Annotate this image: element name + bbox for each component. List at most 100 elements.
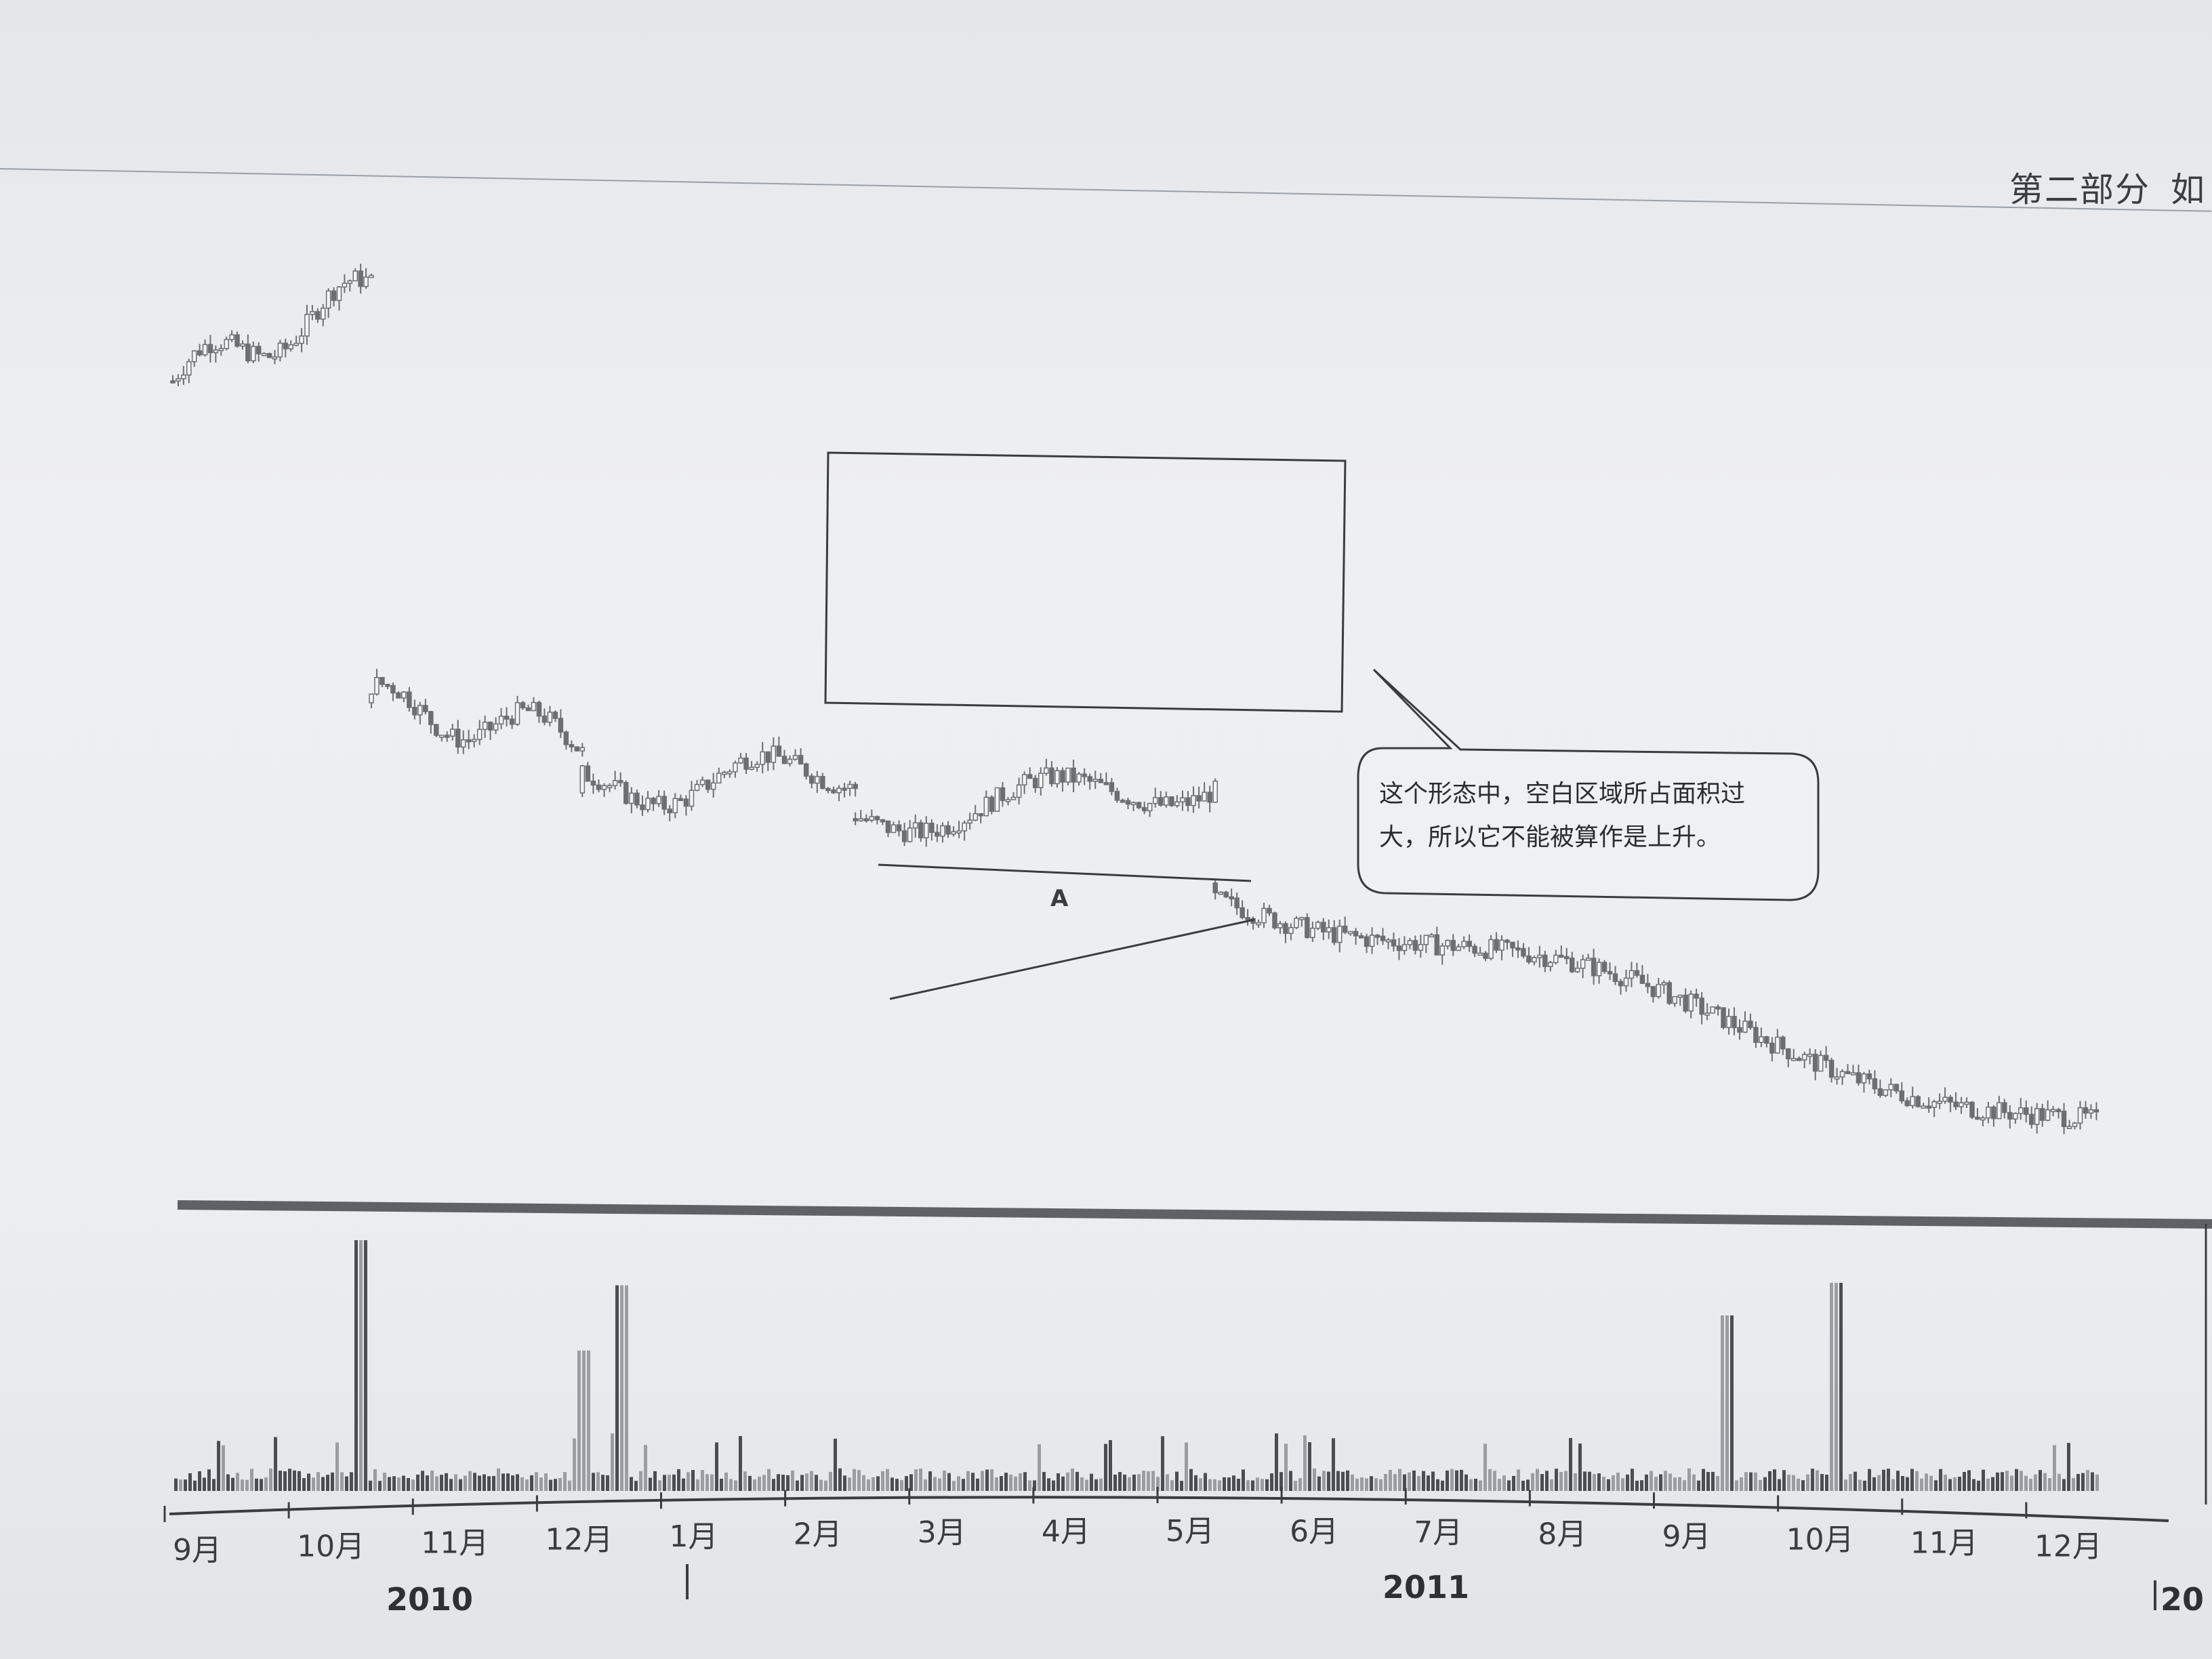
candle-body [197,350,203,356]
volume-bar [1403,1474,1406,1491]
volume-bar [411,1479,415,1491]
candle-body [1196,795,1202,802]
candle-body [1283,923,1288,935]
volume-bar [1204,1473,1207,1491]
volume-bar [1393,1474,1397,1491]
candle-body [579,765,586,794]
candle-body [853,783,858,790]
volume-bar [743,1471,747,1491]
candle-body [1169,796,1174,806]
candle-body [1136,802,1142,808]
volume-bar [1887,1469,1890,1491]
volume-bar [397,1477,401,1491]
candle-body [1780,1036,1786,1050]
candle-body [1921,1105,1926,1109]
candle-body [181,374,186,380]
candle-body [1672,996,1678,1004]
volume-bar [2039,1470,2042,1491]
volume-bar [1374,1478,1378,1491]
volume-bar [1099,1478,1103,1491]
candle-body [935,832,940,837]
volume-bar [1868,1469,1871,1491]
volume-bar [720,1478,723,1491]
volume-bar [312,1477,315,1491]
candle-body [2055,1109,2062,1113]
volume-bar [1616,1472,1620,1491]
candle-body [1548,962,1553,967]
volume-bar [947,1473,951,1491]
volume-bar [596,1472,600,1491]
volume-bar [1934,1480,1938,1491]
volume-bar [1583,1471,1586,1491]
volume-bar [1156,1477,1160,1491]
candle-body [776,745,782,757]
candle-body [1677,994,1683,998]
candle-body [407,691,412,708]
candle-body [1005,799,1011,802]
volume-bar [1830,1282,1833,1491]
volume-bar [900,1479,903,1491]
volume-bar [563,1472,567,1491]
volume-bar [1692,1474,1696,1491]
candle-body [596,784,602,790]
volume-bar [326,1475,329,1491]
highlight-box [824,451,1347,713]
candle-body [1299,917,1305,920]
volume-bar [1422,1471,1425,1491]
volume-bar [1218,1480,1221,1491]
candle-body [1969,1101,1975,1118]
volume-bar [2020,1471,2023,1491]
candle-body [304,314,310,337]
volume-bar [354,1240,358,1491]
candle-body [994,787,1000,812]
volume-bar [995,1477,998,1491]
volume-bar [1275,1433,1278,1491]
volume-bar [672,1474,676,1491]
candle-body [1336,925,1343,943]
volume-bar [2086,1470,2089,1491]
candle-body [1839,1071,1845,1078]
volume-bar [611,1433,614,1491]
volume-bar [1232,1475,1235,1491]
volume-bar [957,1476,960,1491]
volume-bar [1920,1478,1923,1491]
candle-body [765,751,771,763]
volume-bar [511,1475,514,1491]
volume-bar [1526,1479,1530,1491]
volume-bar [1398,1469,1401,1491]
candle-body [1277,923,1283,928]
candle-body [445,735,450,738]
candle-body [1152,797,1158,804]
volume-bar [1336,1471,1340,1491]
candle-body [218,348,224,352]
volume-bar [1227,1477,1231,1491]
volume-bar [824,1480,827,1491]
candle-body [722,771,727,775]
volume-bar [226,1474,230,1491]
candle-body [1071,767,1076,783]
header-trailing: 如 [2171,170,2206,209]
volume-bar [269,1468,272,1491]
candle-body [1461,941,1467,947]
volume-bar [1389,1469,1392,1491]
month-label: 5月 [1166,1514,1214,1549]
volume-bar [1507,1480,1511,1491]
triangle-lower-line [889,918,1255,1000]
volume-bar [1820,1474,1824,1491]
volume-bar [1213,1479,1216,1491]
volume-bar [506,1473,510,1491]
volume-bar [1986,1478,1990,1491]
running-header: 第二部分如 [2009,163,2212,211]
month-label: 10月 [1786,1522,1854,1557]
volume-bar [449,1479,453,1491]
volume-bar [1384,1474,1387,1491]
volume-bar [1778,1479,1781,1491]
candle-body [1612,973,1618,983]
candle-body [251,346,256,362]
candle-body [455,729,461,748]
volume-bar [777,1474,780,1491]
volume-bar [539,1477,543,1491]
volume-bar [440,1475,443,1491]
volume-bar [174,1478,178,1491]
volume-bar [890,1477,894,1491]
